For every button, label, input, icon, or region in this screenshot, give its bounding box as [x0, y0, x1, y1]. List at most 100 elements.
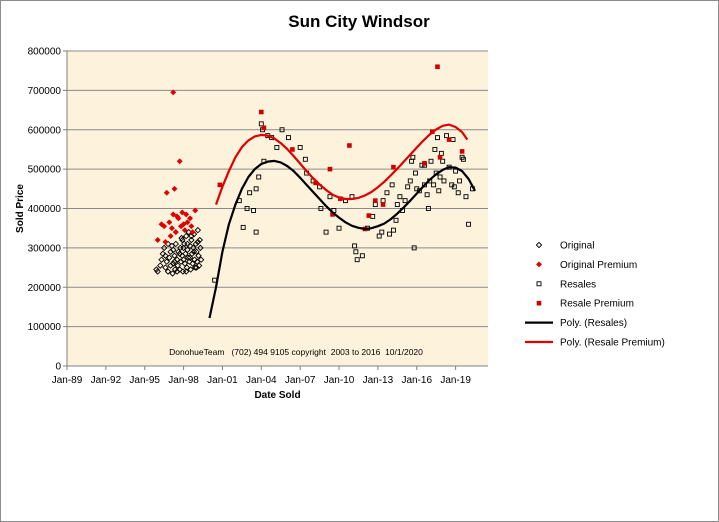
point-1-5 [167, 233, 174, 240]
point-1-1 [158, 221, 165, 228]
point-1-11 [175, 215, 182, 222]
legend-label-2: Resales [560, 279, 596, 290]
point-2-48 [405, 184, 411, 190]
point-3-5 [327, 166, 333, 172]
x-tick-label-4: Jan-01 [207, 375, 238, 386]
point-0-19 [175, 248, 182, 256]
point-3-4 [313, 180, 319, 186]
point-2-49 [407, 178, 413, 184]
point-2-51 [410, 154, 416, 160]
point-3-19 [437, 155, 443, 160]
legend: Original Original Premium Resales Resale Pr… [525, 241, 665, 349]
chart-title: Sun City Windsor [288, 12, 430, 31]
point-3-12 [380, 202, 386, 207]
point-3-1 [259, 109, 264, 115]
point-1-0 [154, 236, 161, 244]
legend-marker-3 [536, 300, 542, 306]
point-2-40 [387, 231, 393, 237]
point-2-37 [379, 229, 385, 235]
point-2-79 [463, 194, 469, 200]
legend-label-4: Poly. (Resales) [560, 318, 627, 329]
point-2-43 [393, 217, 399, 223]
point-0-3 [158, 256, 165, 263]
point-0-39 [188, 250, 196, 258]
point-0-44 [192, 264, 199, 271]
y-tick-label-2: 200000 [28, 283, 62, 294]
point-2-58 [424, 192, 430, 198]
point-2-76 [457, 178, 462, 184]
point-1-15 [180, 221, 187, 228]
y-tick-label-1: 100000 [28, 322, 62, 333]
legend-label-3: Resale Premium [560, 299, 634, 310]
point-0-8 [164, 268, 172, 275]
point-0-6 [162, 264, 169, 271]
point-2-42 [390, 227, 396, 233]
point-2-31 [354, 257, 360, 263]
point-2-68 [440, 158, 446, 164]
point-0-63 [171, 258, 178, 265]
point-0-2 [157, 262, 164, 269]
point-3-2 [261, 125, 267, 131]
y-axis-title: Sold Price [15, 184, 26, 233]
point-2-78 [460, 156, 466, 162]
x-tick-label-0: Jan-89 [52, 375, 83, 386]
point-2-3 [244, 206, 250, 211]
gridlines [67, 50, 488, 328]
point-0-57 [179, 236, 186, 244]
point-1-19 [187, 215, 194, 222]
point-0-28 [181, 260, 189, 267]
point-2-52 [411, 245, 417, 251]
point-3-16 [435, 64, 440, 70]
point-0-16 [172, 240, 180, 248]
point-2-55 [416, 188, 422, 194]
point-0-7 [163, 258, 170, 265]
point-2-65 [436, 188, 442, 194]
point-3-6 [330, 212, 335, 217]
point-0-37 [187, 266, 194, 273]
point-2-30 [353, 249, 359, 255]
point-2-66 [437, 174, 443, 180]
legend-label-1: Original Premium [560, 260, 637, 271]
y-tick-labels: 0 100000 200000 300000 400000 500000 600000 700… [28, 47, 62, 373]
point-1-6 [168, 225, 175, 232]
point-3-8 [347, 143, 352, 148]
point-1-20 [188, 223, 195, 230]
point-2-18 [302, 156, 308, 162]
point-2-63 [432, 146, 438, 152]
point-1-16 [181, 227, 188, 234]
point-0-65 [188, 232, 195, 240]
point-3-3 [290, 147, 295, 152]
point-0-55 [169, 246, 177, 254]
point-1-24 [162, 238, 169, 246]
point-1-25 [172, 229, 179, 236]
data-marks [153, 64, 476, 319]
point-0-54 [162, 252, 169, 259]
point-0-12 [169, 270, 176, 277]
point-0-29 [182, 250, 189, 258]
point-1-23 [170, 89, 177, 96]
y-tick-label-7: 700000 [28, 86, 62, 97]
point-2-32 [359, 253, 365, 259]
point-2-39 [384, 190, 390, 196]
point-2-62 [431, 182, 437, 188]
legend-marker-2 [536, 281, 542, 287]
point-0-5 [160, 244, 168, 252]
point-0-69 [167, 262, 174, 269]
point-0-47 [193, 258, 201, 265]
point-0-61 [193, 264, 200, 271]
point-2-14 [274, 145, 280, 150]
point-2-16 [286, 135, 291, 141]
point-0-0 [153, 266, 160, 273]
y-tick-label-8: 800000 [28, 47, 62, 58]
point-1-3 [163, 189, 170, 196]
x-tick-label-8: Jan-13 [363, 375, 394, 386]
point-2-75 [455, 190, 461, 196]
x-tick-label-7: Jan-10 [324, 375, 355, 386]
point-2-45 [397, 194, 403, 200]
point-1-12 [176, 158, 183, 165]
point-2-69 [441, 178, 447, 184]
point-2-59 [425, 206, 431, 211]
point-0-64 [180, 244, 187, 252]
point-0-35 [186, 258, 193, 265]
